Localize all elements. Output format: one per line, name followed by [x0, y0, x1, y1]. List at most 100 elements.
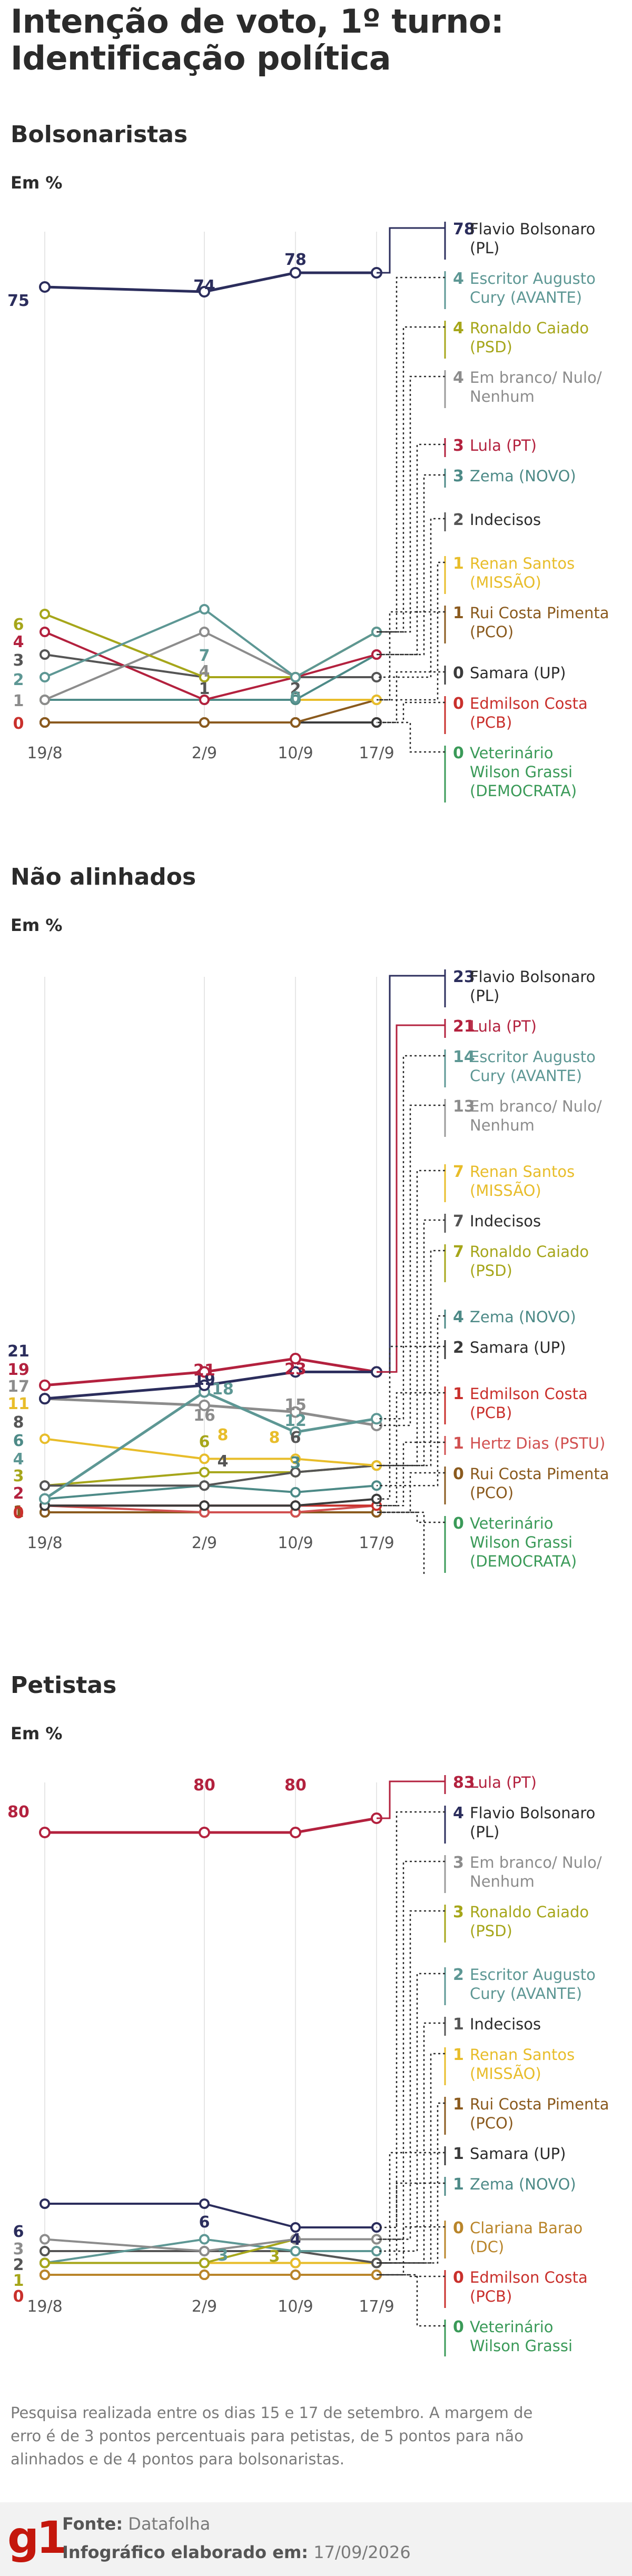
data-point-lula-pt: [199, 1366, 210, 1378]
legend-value: 1: [453, 554, 464, 573]
data-point-indecisos: [199, 1480, 210, 1491]
legend-label-line: Lula (PT): [470, 437, 537, 454]
data-point-renan-santos-missao: [39, 1433, 50, 1444]
point-value-label: 19: [193, 1371, 215, 1389]
legend-label: Renan Santos (MISSÃO): [470, 1163, 575, 1200]
legend-value: 2: [453, 511, 464, 529]
data-point-em-branco-nulo-nenhum: [290, 1406, 301, 1418]
legend-label-line: Lula (PT): [470, 1017, 537, 1035]
legend-label: Em branco/ Nulo/Nenhum: [470, 369, 602, 405]
legend-label: Lula (PT): [470, 1017, 537, 1035]
start-value-label: 2: [13, 2256, 24, 2274]
start-value-label: 4: [13, 633, 24, 651]
series-line-hertz-dias-pstu: [44, 1504, 377, 1513]
chart-title: Não alinhados: [11, 864, 196, 890]
x-tick-label: 2/9: [192, 744, 217, 762]
data-point-escritor-augusto-cury-avante: [290, 672, 301, 682]
start-value-label: 21: [7, 1342, 29, 1361]
legend-label-line: (PL): [470, 987, 499, 1005]
start-value-label: 1: [13, 1503, 24, 1521]
point-value-label: 4: [199, 662, 210, 681]
footnote: Pesquisa realizada entre os dias 15 e 17…: [11, 2404, 533, 2468]
legend-label: Edmilson Costa (PCB): [470, 2268, 588, 2305]
legend-value: 2: [453, 1966, 464, 1984]
legend-label-line: Rui Costa Pimenta: [470, 1465, 609, 1483]
legend-leader-line: [377, 474, 445, 656]
data-point-flavio-bolsonaro-pl: [199, 2198, 210, 2209]
point-value-label: 6: [199, 1433, 210, 1451]
series-line-ronaldo-caiado-psd: [44, 1464, 377, 1487]
legend-label: Lula (PT): [470, 1774, 537, 1791]
start-value-label: 0: [13, 1504, 24, 1522]
legend-label: Rui Costa Pimenta (PCO): [470, 604, 609, 641]
legend-value: 78: [453, 220, 475, 239]
legend-value: 1: [453, 2175, 464, 2194]
legend-value: 21: [453, 1017, 475, 1036]
data-point-indecisos: [39, 1480, 50, 1491]
series-line-indecisos: [45, 1464, 377, 1487]
series-line-lula-pt: [45, 1817, 377, 1834]
start-value-label: 4: [13, 1450, 24, 1469]
legend-label: Zema (NOVO): [470, 1308, 576, 1326]
point-value-label: 3: [269, 2247, 280, 2266]
data-point-em-branco-nulo-nenhum: [39, 2234, 50, 2245]
legend-label-line: Flavio Bolsonaro: [470, 968, 595, 986]
data-point-ronaldo-caiado-psd: [199, 1467, 210, 1478]
data-point-em-branco-nulo-nenhum: [290, 2234, 301, 2245]
legend-value: 4: [453, 270, 464, 288]
legend-label: Ronaldo Caiado (PSD): [470, 319, 589, 356]
legend-label-line: Em branco/ Nulo/: [470, 1854, 602, 1871]
date-value: 17/09/2026: [313, 2542, 411, 2562]
legend-value: 4: [453, 319, 464, 338]
legend-value: 7: [453, 1243, 464, 1261]
legend-label: Samara (UP): [470, 2145, 566, 2163]
data-point-lula-pt: [290, 1827, 301, 1838]
data-point-clariana-barao-dc: [39, 2270, 50, 2280]
legend-value: 0: [453, 744, 464, 762]
legend-label: Flavio Bolsonaro (PL): [470, 220, 595, 257]
legend-leader-line: [377, 1973, 445, 2252]
point-value-label: 23: [284, 1360, 307, 1379]
legend-value: 2: [453, 1339, 464, 1357]
legend-label-line: (PL): [470, 1823, 499, 1841]
data-point-rui-costa-pimenta-pco: [199, 717, 210, 728]
point-value-label: 3: [290, 1454, 301, 1472]
point-value-label: 0: [290, 689, 301, 707]
legend-label: Samara (UP): [470, 664, 566, 682]
x-tick-label: 17/9: [359, 1534, 394, 1552]
legend-value: 23: [453, 968, 475, 986]
legend-leader-line: [377, 518, 445, 678]
legend-leader-line: [377, 1511, 425, 1574]
legend-label-line: Edmilson Costa: [470, 2268, 588, 2286]
legend-label: Zema (NOVO): [470, 2175, 576, 2193]
legend-value: 83: [453, 1774, 475, 1792]
y-unit-label: Em %: [11, 915, 62, 935]
legend-label-line: Em branco/ Nulo/: [470, 369, 602, 387]
legend-label-line: Wilson Grassi: [470, 1533, 572, 1551]
legend-leader-line: [377, 1055, 445, 1420]
legend-value: 4: [453, 369, 464, 387]
legend-leader-line: [377, 443, 445, 656]
legend-leader-line: [377, 1170, 445, 1467]
legend-label-line: Wilson Grassi: [470, 763, 572, 781]
data-point-rui-costa-pimenta-pco: [290, 717, 301, 728]
start-value-label: 1: [13, 2272, 24, 2290]
legend-value: 4: [453, 1308, 464, 1326]
legend-leader-line: [377, 1104, 445, 1426]
start-value-label: 1: [13, 692, 24, 710]
series-line-flavio-bolsonaro-pl: [44, 1370, 377, 1400]
data-point-escritor-augusto-cury-avante: [290, 1426, 301, 1438]
data-point-flavio-bolsonaro-pl: [290, 267, 301, 279]
legend-leader-line: [377, 2182, 445, 2264]
legend-label-line: Edmilson Costa: [470, 1385, 588, 1403]
series-line-escritor-augusto-cury-avante: [44, 608, 377, 678]
data-point-flavio-bolsonaro-pl: [199, 1379, 210, 1391]
legend-leader-line: [377, 2274, 445, 2327]
legend-leader-line: [377, 2053, 445, 2264]
legend-label-line: Escritor Augusto: [470, 1966, 596, 1984]
legend-leader-line: [377, 2102, 445, 2264]
data-point-escritor-augusto-cury-avante: [39, 1493, 51, 1505]
legend-label-line: (PCO): [470, 1484, 514, 1502]
